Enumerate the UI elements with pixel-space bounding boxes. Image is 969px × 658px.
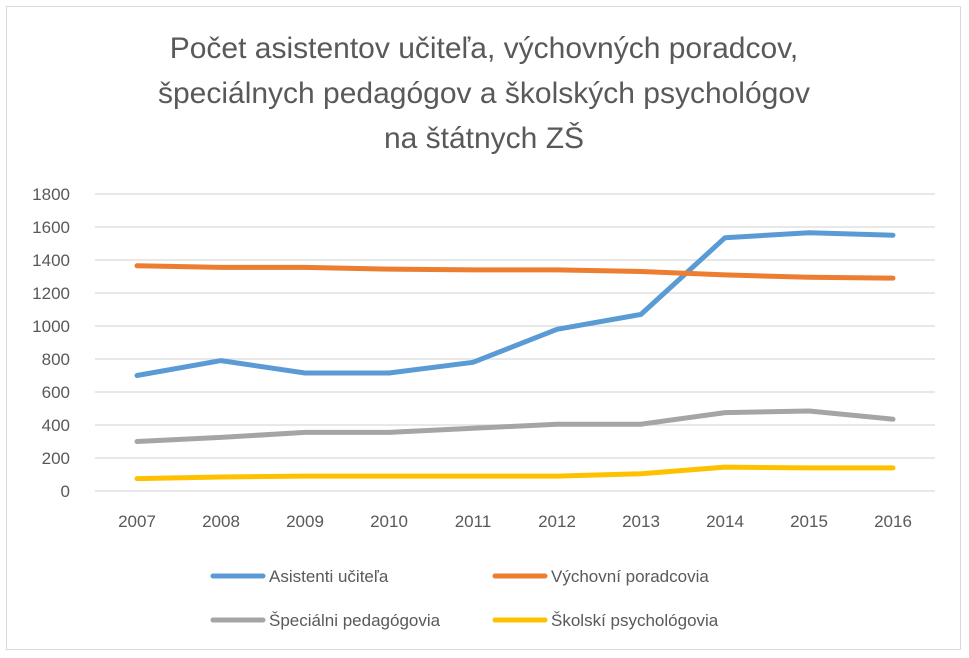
y-tick-label: 1800 xyxy=(32,185,70,204)
gridlines xyxy=(95,193,935,492)
x-tick-label: 2012 xyxy=(538,512,576,531)
y-tick-label: 600 xyxy=(42,383,70,402)
x-tick-label: 2011 xyxy=(455,512,492,531)
y-tick-label: 200 xyxy=(42,449,70,468)
x-tick-label: 2008 xyxy=(202,512,240,531)
chart-title-line-1: Počet asistentov učiteľa, výchovných por… xyxy=(170,32,799,65)
chart-frame xyxy=(6,6,961,650)
legend: Asistenti učiteľa Výchovní poradcovia Špec… xyxy=(210,567,719,630)
x-tick-label: 2016 xyxy=(874,512,912,531)
x-tick-label: 2013 xyxy=(622,512,660,531)
y-tick-label: 800 xyxy=(42,350,70,369)
chart-title-line-2: špeciálnych pedagógov a školských psycho… xyxy=(158,77,810,110)
x-axis-tick-labels: 2007 2008 2009 2010 2011 2012 2013 2014 2015 2016 xyxy=(118,512,912,531)
legend-item: Špeciálni pedagógovia xyxy=(210,611,441,630)
series-line-3 xyxy=(134,408,896,444)
x-tick-label: 2014 xyxy=(706,512,744,531)
chart-title: Počet asistentov učiteľa, výchovných por… xyxy=(158,32,810,155)
legend-item: Asistenti učiteľa xyxy=(210,567,389,586)
x-tick-label: 2009 xyxy=(286,512,324,531)
series-lines xyxy=(134,230,896,482)
x-tick-label: 2015 xyxy=(790,512,828,531)
legend-label: Asistenti učiteľa xyxy=(269,567,389,586)
x-tick-label: 2007 xyxy=(118,512,156,531)
legend-label: Špeciálni pedagógovia xyxy=(269,611,441,630)
y-tick-label: 1400 xyxy=(32,251,70,270)
legend-label: Výchovní poradcovia xyxy=(551,567,709,586)
series-line-4 xyxy=(134,464,896,482)
y-tick-label: 400 xyxy=(42,416,70,435)
legend-item: Výchovní poradcovia xyxy=(492,567,709,586)
y-tick-label: 1200 xyxy=(32,284,70,303)
y-tick-label: 0 xyxy=(61,482,70,501)
y-tick-label: 1600 xyxy=(32,218,70,237)
y-tick-label: 1000 xyxy=(32,317,70,336)
legend-item: Školskí psychológovia xyxy=(492,611,719,630)
legend-label: Školskí psychológovia xyxy=(551,611,719,630)
series-line-1 xyxy=(134,230,896,378)
chart-title-line-3: na štátnych ZŠ xyxy=(384,121,584,155)
x-tick-label: 2010 xyxy=(370,512,408,531)
y-axis-tick-labels: 0 200 400 600 800 1000 1200 1400 1600 1800 xyxy=(32,185,70,501)
series-line-2 xyxy=(134,263,896,281)
